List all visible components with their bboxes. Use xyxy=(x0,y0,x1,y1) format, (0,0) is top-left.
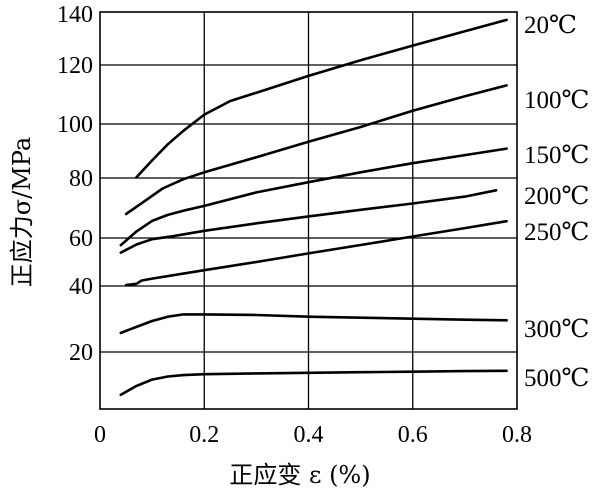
x-axis-title: 正应变 ε (%) xyxy=(229,461,370,489)
curve-line xyxy=(124,84,508,216)
series-label: 100℃ xyxy=(524,87,589,114)
x-tick-label: 0.8 xyxy=(502,422,532,448)
series-label: 250℃ xyxy=(524,219,589,246)
curve-line xyxy=(124,219,508,287)
curves xyxy=(119,18,508,397)
x-tick-label: 0.4 xyxy=(294,422,324,448)
series-label: 500℃ xyxy=(524,365,589,392)
y-axis-title: 正应力σ/MPa xyxy=(8,137,36,287)
y-tick-label: 140 xyxy=(57,2,93,28)
y-tick-label: 20 xyxy=(69,340,93,366)
x-tick-label: 0.6 xyxy=(398,422,428,448)
y-tick-label: 120 xyxy=(57,53,93,79)
x-tick-label: 0.2 xyxy=(189,422,219,448)
y-tick-labels: 140 120 100 80 60 40 20 xyxy=(57,2,93,366)
series-label: 200℃ xyxy=(524,183,589,210)
curve-line xyxy=(119,147,508,247)
y-tick-label: 60 xyxy=(69,226,93,252)
y-tick-label: 100 xyxy=(57,112,93,138)
y-tick-label: 80 xyxy=(69,166,93,192)
y-tick-label: 40 xyxy=(69,274,93,300)
series-label: 150℃ xyxy=(524,142,589,169)
series-label: 20℃ xyxy=(524,12,577,39)
x-tick-labels: 0 0.2 0.4 0.6 0.8 xyxy=(94,422,532,448)
x-tick-label: 0 xyxy=(94,422,106,448)
curve-line xyxy=(119,189,498,254)
series-labels: 20℃ 100℃ 150℃ 200℃ 250℃ 300℃ 500℃ xyxy=(524,12,589,392)
curve-line xyxy=(119,313,508,335)
grid xyxy=(99,11,518,410)
curve-line xyxy=(135,18,508,179)
series-label: 300℃ xyxy=(524,316,589,343)
curve-line xyxy=(119,369,508,397)
